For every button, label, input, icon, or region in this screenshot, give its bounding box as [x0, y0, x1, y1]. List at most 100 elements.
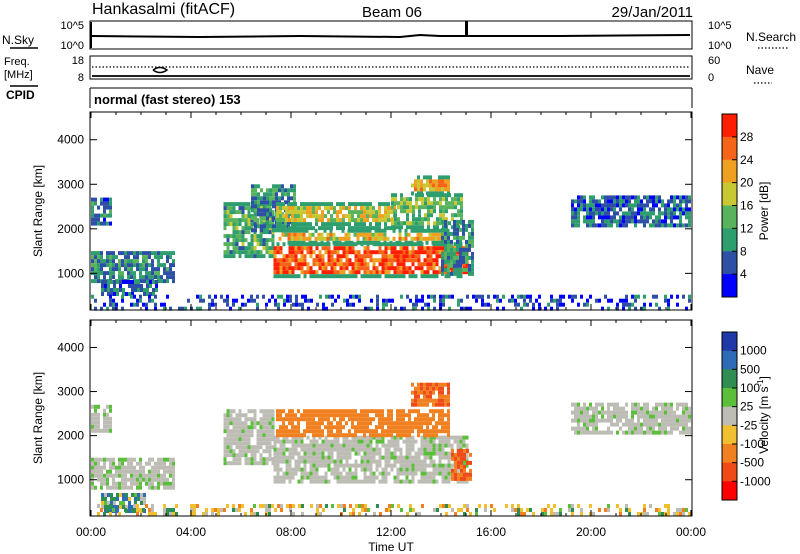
velocity-cell: [306, 413, 309, 418]
x-tick-label: 04:00: [176, 525, 206, 539]
velocity-cell: [360, 425, 363, 430]
power-cell: [589, 211, 592, 216]
velocity-cell: [414, 463, 418, 468]
velocity-cell: [438, 390, 441, 395]
velocity-cell: [268, 441, 272, 446]
power-cell: [445, 193, 448, 198]
power-cell: [97, 267, 100, 272]
power-cell: [139, 271, 142, 276]
power-cell: [457, 302, 460, 307]
y-tick-label: 2000: [57, 222, 84, 236]
power-cell: [294, 226, 297, 231]
power-cell: [100, 213, 103, 218]
velocity-cell: [273, 447, 277, 452]
velocity-cell: [345, 447, 349, 452]
velocity-cell: [276, 435, 280, 440]
power-cell: [670, 223, 673, 228]
velocity-cell: [279, 447, 283, 452]
velocity-cell: [309, 471, 313, 476]
velocity-cell: [262, 421, 266, 426]
power-cell: [502, 294, 505, 299]
velocity-cell: [103, 420, 106, 425]
power-cell: [369, 254, 373, 259]
velocity-cell: [517, 508, 520, 512]
velocity-cell: [387, 417, 390, 422]
power-cell: [577, 195, 580, 200]
power-cell: [278, 184, 281, 189]
power-cell: [293, 192, 296, 197]
power-cell: [152, 288, 155, 292]
velocity-cell: [529, 508, 532, 512]
velocity-cell: [241, 453, 245, 458]
power-cell: [244, 254, 248, 259]
power-cell: [415, 302, 418, 307]
velocity-cell: [327, 467, 331, 472]
power-cell: [306, 250, 310, 255]
power-cell: [447, 183, 450, 188]
power-cell: [529, 298, 532, 303]
power-cell: [127, 263, 130, 268]
power-cell: [421, 294, 424, 299]
velocity-cell: [309, 479, 313, 484]
power-cell: [381, 218, 384, 223]
velocity-cell: [420, 459, 424, 464]
velocity-cell: [444, 425, 447, 430]
power-cell: [315, 206, 318, 211]
power-cell: [94, 255, 97, 260]
power-cell: [465, 251, 468, 256]
power-cell: [404, 232, 408, 237]
power-cell: [330, 254, 334, 259]
power-cell: [351, 266, 355, 271]
power-cell: [427, 205, 430, 210]
power-cell: [655, 195, 658, 200]
power-cell: [181, 306, 184, 311]
velocity-cell: [685, 414, 688, 419]
power-cell: [294, 222, 297, 227]
velocity-cell: [420, 451, 424, 456]
velocity-cell: [124, 469, 127, 474]
velocity-cell: [342, 443, 346, 448]
power-cell: [514, 298, 517, 303]
power-cell: [397, 221, 400, 226]
velocity-cell: [229, 421, 233, 426]
velocity-cell: [426, 475, 430, 480]
velocity-cell: [109, 404, 112, 409]
power-cell: [282, 262, 286, 267]
power-cell: [130, 263, 133, 268]
velocity-cell: [265, 421, 269, 426]
velocity-cell: [378, 433, 381, 438]
velocity-cell: [241, 413, 245, 418]
velocity-cell: [634, 426, 637, 431]
power-cell: [383, 236, 387, 241]
velocity-cell: [429, 451, 433, 456]
power-cell: [454, 205, 457, 210]
power-cell: [586, 211, 589, 216]
velocity-cell: [306, 425, 309, 430]
power-cell: [94, 306, 97, 311]
velocity-cell: [637, 426, 640, 431]
power-cell: [679, 195, 682, 200]
velocity-cell: [601, 414, 604, 419]
velocity-cell: [360, 463, 364, 468]
power-cell: [324, 250, 328, 255]
power-cell: [414, 183, 417, 188]
velocity-cell: [297, 435, 301, 440]
power-cell: [402, 262, 406, 267]
velocity-cell: [405, 429, 408, 434]
velocity-cell: [577, 414, 580, 419]
velocity-cell: [339, 417, 342, 422]
power-cell: [320, 240, 324, 245]
velocity-cell: [321, 463, 325, 468]
power-cell: [392, 236, 396, 241]
velocity-cell: [429, 417, 432, 422]
velocity-cell: [348, 475, 352, 480]
velocity-cell: [372, 479, 376, 484]
velocity-cell: [253, 409, 257, 414]
power-cell: [402, 250, 406, 255]
power-cell: [670, 195, 673, 200]
velocity-cell: [273, 479, 277, 484]
power-cell: [315, 222, 318, 227]
power-cell: [232, 246, 236, 251]
power-cell: [366, 210, 369, 215]
power-cell: [394, 306, 397, 311]
